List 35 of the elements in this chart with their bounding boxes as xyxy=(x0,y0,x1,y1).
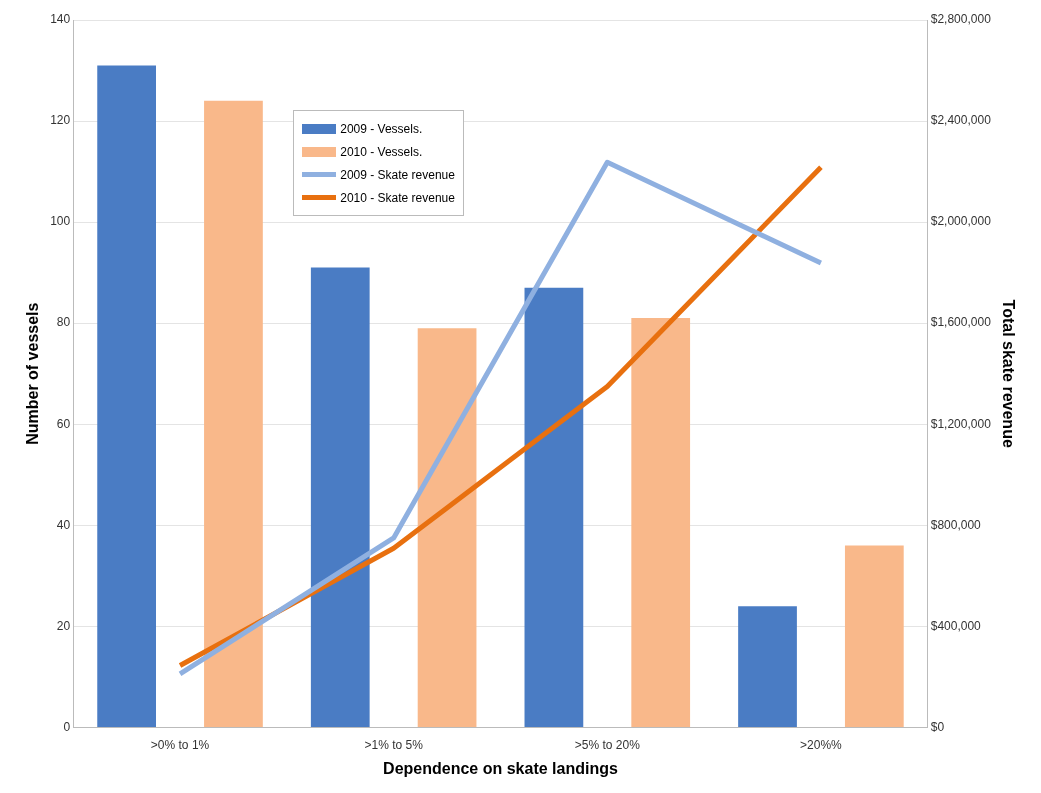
legend-label: 2010 - Vessels. xyxy=(340,144,423,159)
x-tick-label: >20%% xyxy=(800,737,843,752)
y-tick-label: 20 xyxy=(56,618,71,633)
legend-label: 2009 - Vessels. xyxy=(340,121,423,136)
legend-label: 2010 - Skate revenue xyxy=(340,190,455,205)
bar xyxy=(310,267,370,727)
y2-tick-label: $2,000,000 xyxy=(930,214,992,229)
bar xyxy=(631,318,691,727)
y2-tick-label: $400,000 xyxy=(930,618,982,633)
y-tick-label: 140 xyxy=(50,12,71,27)
y-tick-label: 40 xyxy=(56,517,71,532)
legend-label: 2009 - Skate revenue xyxy=(340,167,455,182)
bar xyxy=(844,545,904,727)
y2-tick-label: $2,400,000 xyxy=(930,113,992,128)
y-axis-title: Number of vessels xyxy=(24,302,42,445)
y2-tick-label: $1,600,000 xyxy=(930,315,992,330)
bar xyxy=(738,606,797,727)
y-tick-label: 100 xyxy=(50,214,71,229)
y-tick-label: 60 xyxy=(56,416,71,431)
y-tick-label: 80 xyxy=(56,315,71,330)
y-tick-label: 120 xyxy=(50,113,71,128)
x-tick-label: >1% to 5% xyxy=(364,737,424,752)
bar xyxy=(97,65,156,727)
bar xyxy=(524,287,584,727)
y2-tick-label: $0 xyxy=(930,719,945,734)
x-axis-title: Dependence on skate landings xyxy=(383,759,618,777)
y2-tick-label: $2,800,000 xyxy=(930,12,992,27)
y2-tick-label: $1,200,000 xyxy=(930,416,992,431)
x-tick-label: >5% to 20% xyxy=(574,737,641,752)
y2-tick-label: $800,000 xyxy=(930,517,982,532)
bar xyxy=(417,328,477,727)
x-tick-label: >0% to 1% xyxy=(150,737,210,752)
y2-axis-title: Total skate revenue xyxy=(999,299,1017,448)
bar xyxy=(204,100,263,727)
y-tick-label: 0 xyxy=(63,719,71,734)
